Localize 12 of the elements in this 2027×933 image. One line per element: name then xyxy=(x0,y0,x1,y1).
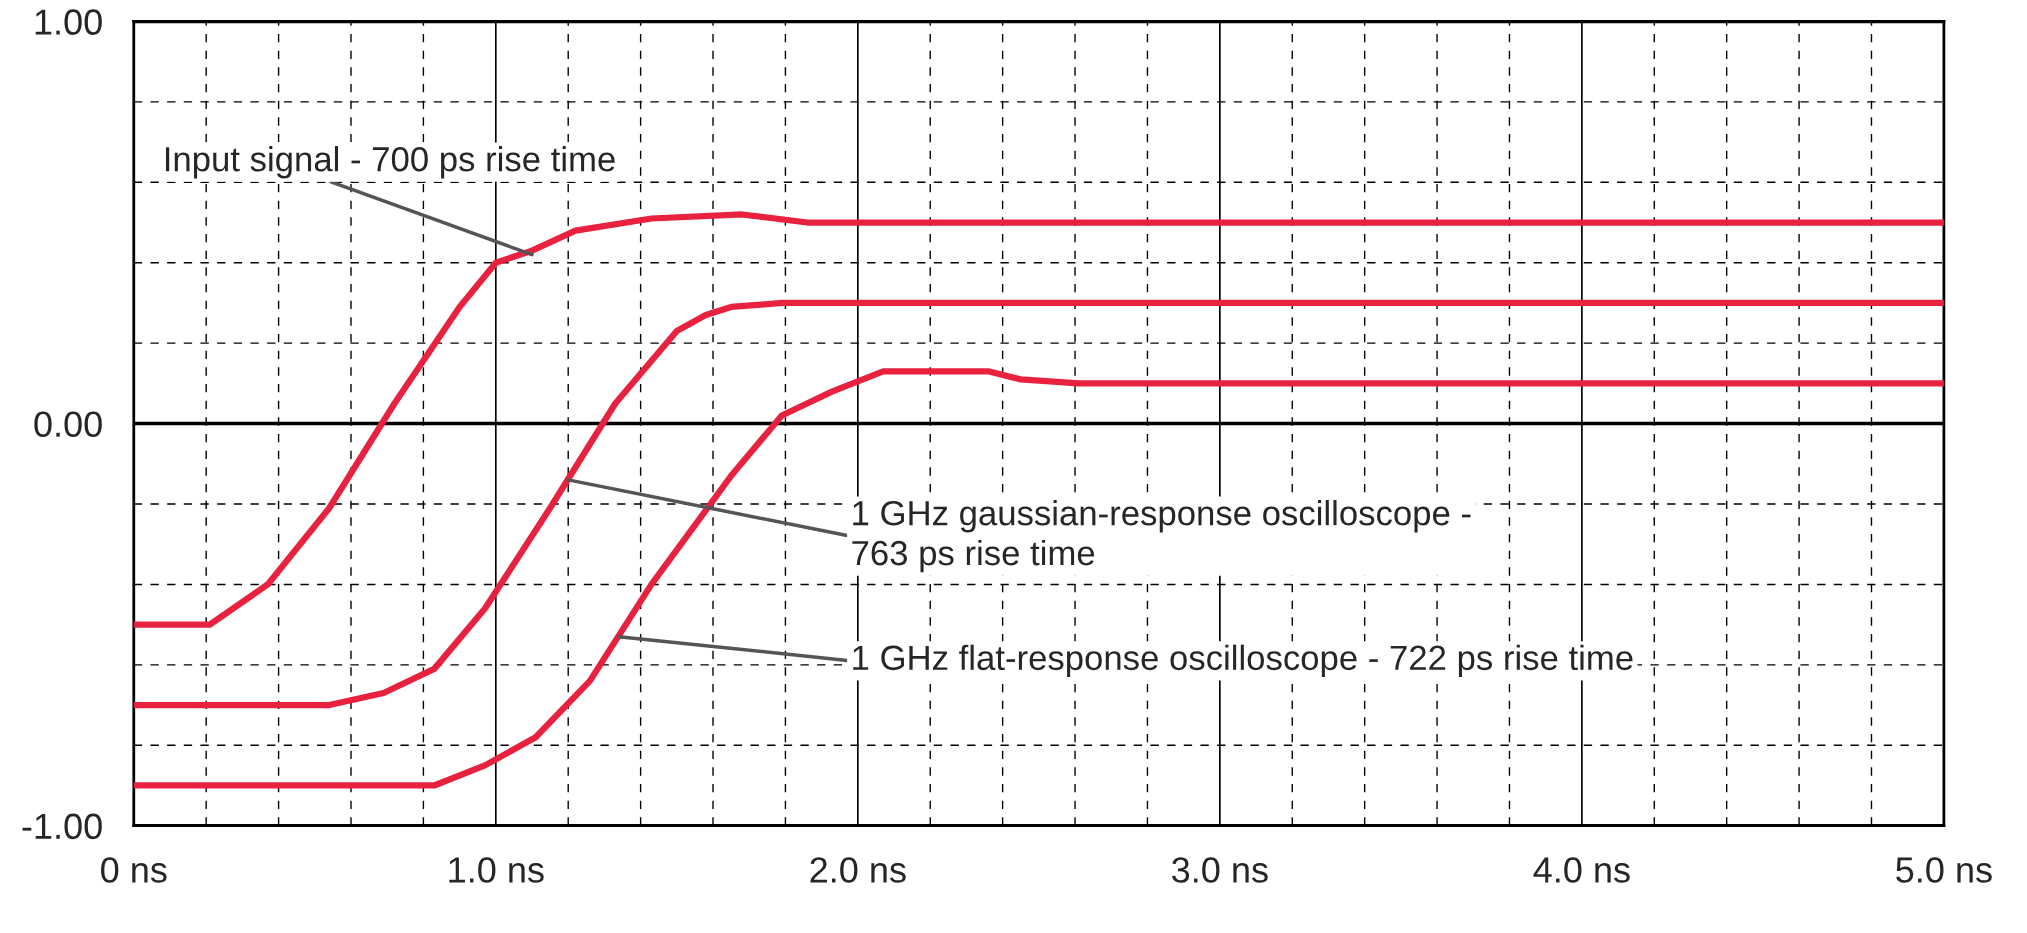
annotation: 1 GHz flat-response oscilloscope - 722 ps rise time xyxy=(853,644,1633,678)
x-tick-label: 0 ns xyxy=(101,857,167,883)
x-tick-label: 3.0 ns xyxy=(1172,857,1268,883)
annotation: 1 GHz gaussian-response oscilloscope - 763 ps rise time xyxy=(852,500,1471,573)
x-tick-label: 2.0 ns xyxy=(810,857,906,883)
y-tick-label: -1.00 xyxy=(22,813,102,840)
annotation: Input signal - 700 ps rise time xyxy=(165,146,615,179)
y-tick-label: 1.00 xyxy=(35,9,102,35)
x-tick-label: 5.0 ns xyxy=(1896,857,1992,883)
x-tick-label: 4.0 ns xyxy=(1533,857,1630,883)
x-tick-label: 1.0 ns xyxy=(449,857,544,883)
y-tick-label: 0.00 xyxy=(34,411,102,438)
